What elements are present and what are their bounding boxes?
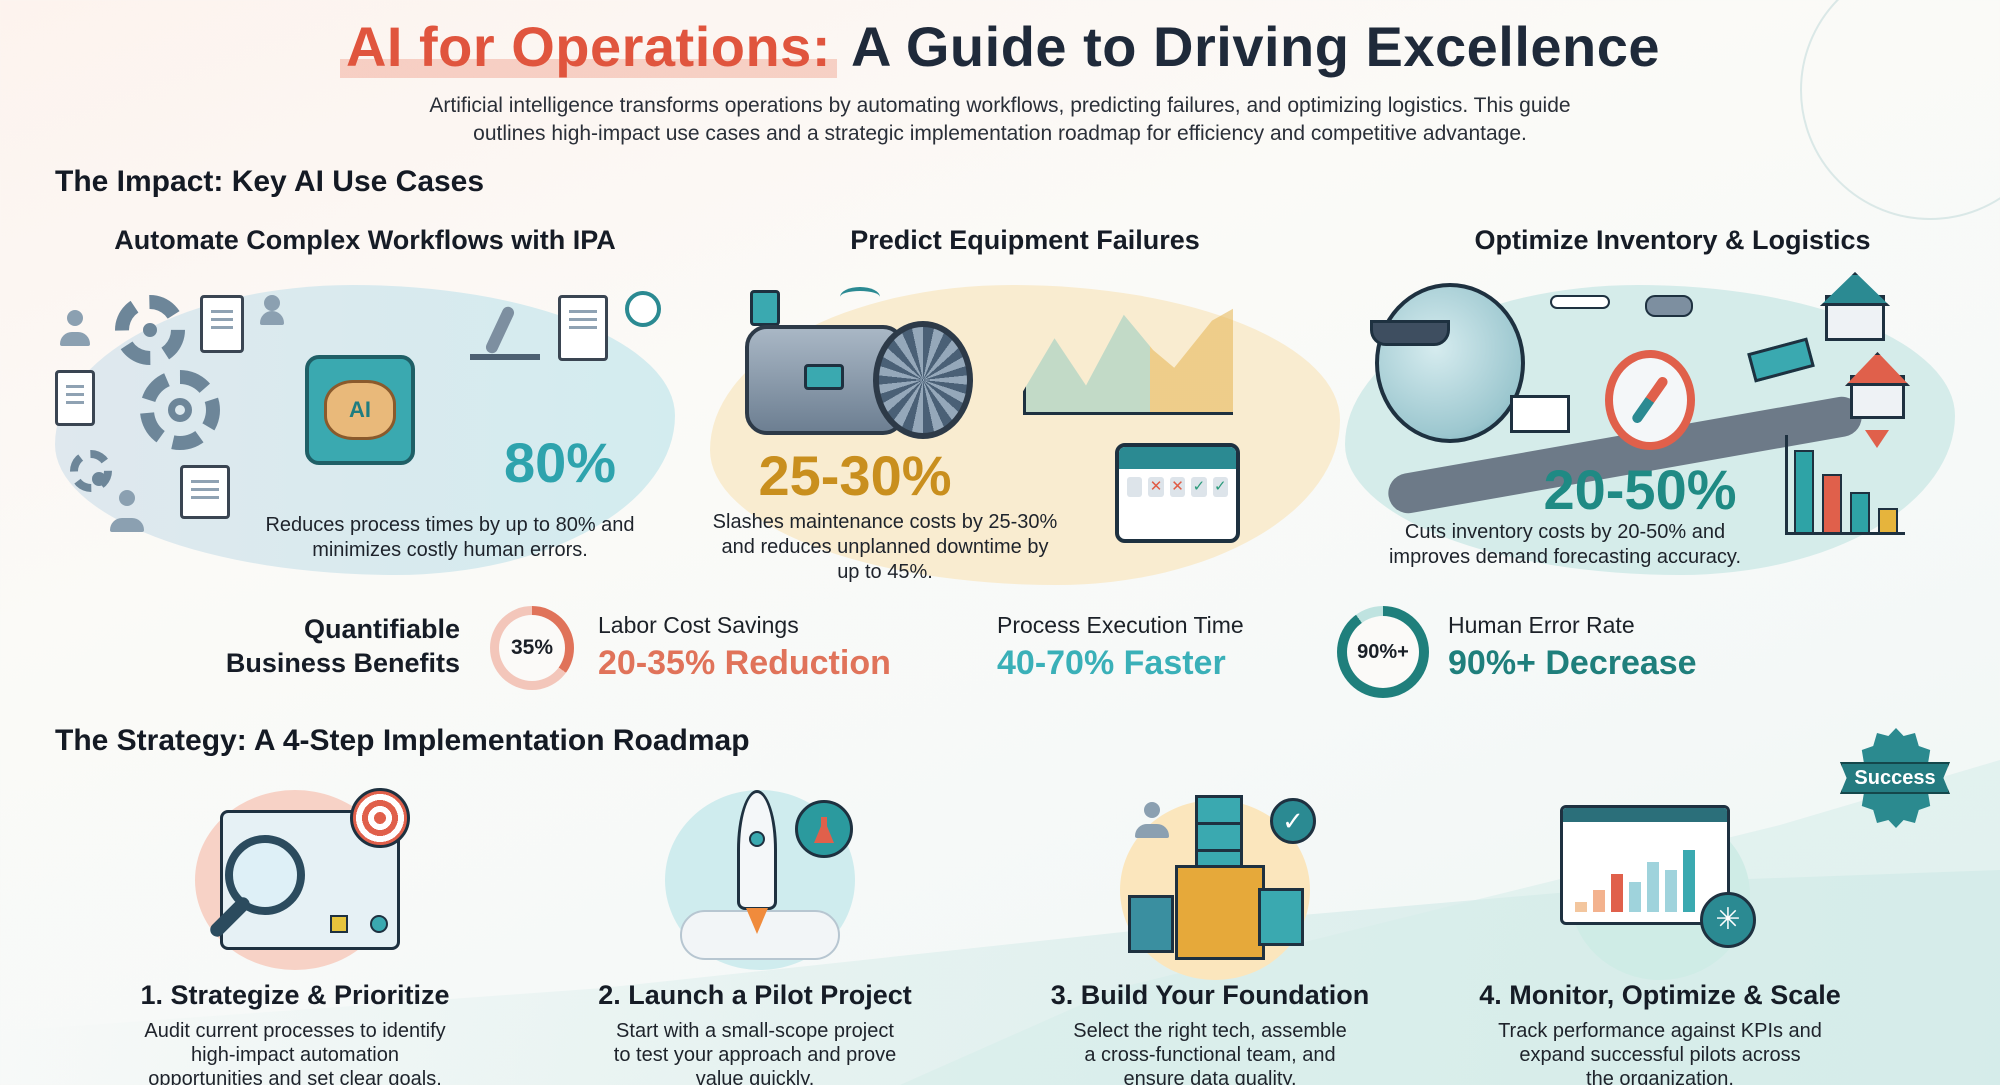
warehouse-icon [1825, 295, 1885, 341]
document-icon [200, 295, 244, 353]
benefit-label: Human Error Rate [1448, 612, 1635, 638]
clock-icon [625, 291, 661, 327]
error-rate-ring: 90%+ [1337, 606, 1429, 698]
benefit-value: 20-35% Reduction [598, 644, 891, 682]
roadmap-step-1: 1. Strategize & Prioritize Audit current… [85, 780, 505, 1085]
use-case-description: Slashes maintenance costs by 25-30% and … [712, 511, 1058, 583]
step-illustration: ✳ [1530, 780, 1790, 980]
ai-chip-icon: AI [305, 355, 415, 465]
metric-value: 80% [503, 431, 617, 494]
globe-icon [1375, 283, 1525, 443]
down-arrow-icon [1865, 430, 1889, 448]
use-case-description: Cuts inventory costs by 20-50% and impro… [1388, 521, 1741, 568]
step-illustration [625, 780, 885, 980]
use-case-description: Reduces process times by up to 80% and m… [265, 514, 635, 561]
use-case-title: Predict Equipment Failures [850, 225, 1200, 255]
target-icon [350, 788, 410, 848]
gear-icon [140, 370, 220, 450]
wifi-icon [840, 287, 880, 307]
labor-cost-ring: 35% [490, 606, 574, 690]
robot-arm-icon [470, 300, 540, 360]
truck-icon [1510, 395, 1570, 433]
benefit-label: Process Execution Time [997, 612, 1244, 638]
use-case-predictive-maintenance: Predict Equipment Failures ✕ ✕ ✓ ✓ 25-30% S… [705, 225, 1345, 585]
form-icon [180, 465, 230, 519]
step-illustration [165, 780, 425, 980]
benefit-label: Labor Cost Savings [598, 612, 799, 638]
user-icon [260, 295, 284, 325]
badge-ribbon: Success [1840, 762, 1950, 794]
user-icon [110, 490, 144, 532]
step-title: 3. Build Your Foundation [1050, 980, 1370, 1010]
flask-icon [795, 800, 853, 858]
title-accent: AI for Operations: [339, 15, 837, 78]
team-icon [1135, 802, 1169, 838]
step-description: Audit current processes to identify high… [144, 1020, 446, 1085]
foundation-block-icon [1175, 865, 1265, 960]
step-description: Select the right tech, assemble a cross-… [1073, 1020, 1347, 1085]
compass-icon [1605, 350, 1695, 450]
checklist-icon [558, 295, 608, 361]
roadmap-step-3: ✓ 3. Build Your Foundation Select the ri… [1000, 780, 1420, 1085]
dashboard-window-icon [1560, 805, 1730, 925]
title-rest: A Guide to Driving Excellence [850, 15, 1661, 78]
metric-value: 25-30% [758, 444, 952, 507]
motor-icon [745, 325, 905, 435]
strategy-section-title: The Strategy: A 4-Step Implementation Ro… [55, 724, 750, 757]
use-case-logistics: Optimize Inventory & Logistics 20-50% Cu… [1345, 225, 2000, 585]
page-title: AI for Operations: A Guide to Driving Ex… [0, 14, 2000, 79]
roadmap-step-2: 2. Launch a Pilot Project Start with a s… [545, 780, 965, 1085]
rocket-icon [737, 790, 777, 910]
cube-icon [1128, 895, 1174, 953]
step-description: Start with a small-scope project to test… [613, 1020, 897, 1085]
cargo-ship-icon [1370, 320, 1450, 346]
sensor-icon [750, 290, 780, 326]
metric-value: 20-50% [1543, 458, 1737, 521]
impact-section-title: The Impact: Key AI Use Cases [55, 165, 485, 198]
maintenance-calendar-icon: ✕ ✕ ✓ ✓ [1115, 443, 1240, 543]
step-illustration: ✓ [1080, 780, 1340, 980]
use-case-title: Automate Complex Workflows with IPA [114, 225, 616, 255]
roadmap-step-4: ✳ 4. Monitor, Optimize & Scale Track per… [1450, 780, 1870, 1085]
airplane-icon [1550, 295, 1610, 309]
success-badge: Success [1840, 728, 1950, 828]
network-icon: ✳ [1700, 892, 1756, 948]
brain-icon: AI [324, 380, 396, 440]
server-stack-icon [1195, 795, 1243, 875]
benefits-label: Quantifiable Business Benefits [225, 614, 460, 678]
warehouse-icon [1850, 375, 1905, 419]
page-subtitle: Artificial intelligence transforms opera… [300, 92, 1700, 148]
gear-icon [70, 450, 112, 492]
fan-icon [873, 321, 973, 439]
step-title: 4. Monitor, Optimize & Scale [1479, 980, 1841, 1010]
step-description: Track performance against KPIs and expan… [1498, 1020, 1822, 1085]
gear-icon [115, 295, 185, 365]
drone-icon [1645, 295, 1693, 317]
benefit-value: 90%+ Decrease [1448, 644, 1697, 682]
step-title: 1. Strategize & Prioritize [140, 980, 450, 1010]
step-title: 2. Launch a Pilot Project [598, 980, 912, 1010]
user-icon [60, 310, 90, 346]
use-case-workflows: Automate Complex Workflows with IPA AI 8… [50, 225, 690, 585]
check-badge-icon: ✓ [1270, 798, 1316, 844]
subtitle-line: Artificial intelligence transforms opera… [429, 94, 1571, 117]
benefit-value: 40-70% Faster [997, 644, 1226, 682]
use-case-title: Optimize Inventory & Logistics [1474, 225, 1871, 255]
cube-icon [1258, 888, 1304, 946]
document-icon [55, 370, 95, 426]
subtitle-line: outlines high-impact use cases and a str… [473, 122, 1527, 145]
declining-bar-chart-icon [1785, 435, 1905, 535]
